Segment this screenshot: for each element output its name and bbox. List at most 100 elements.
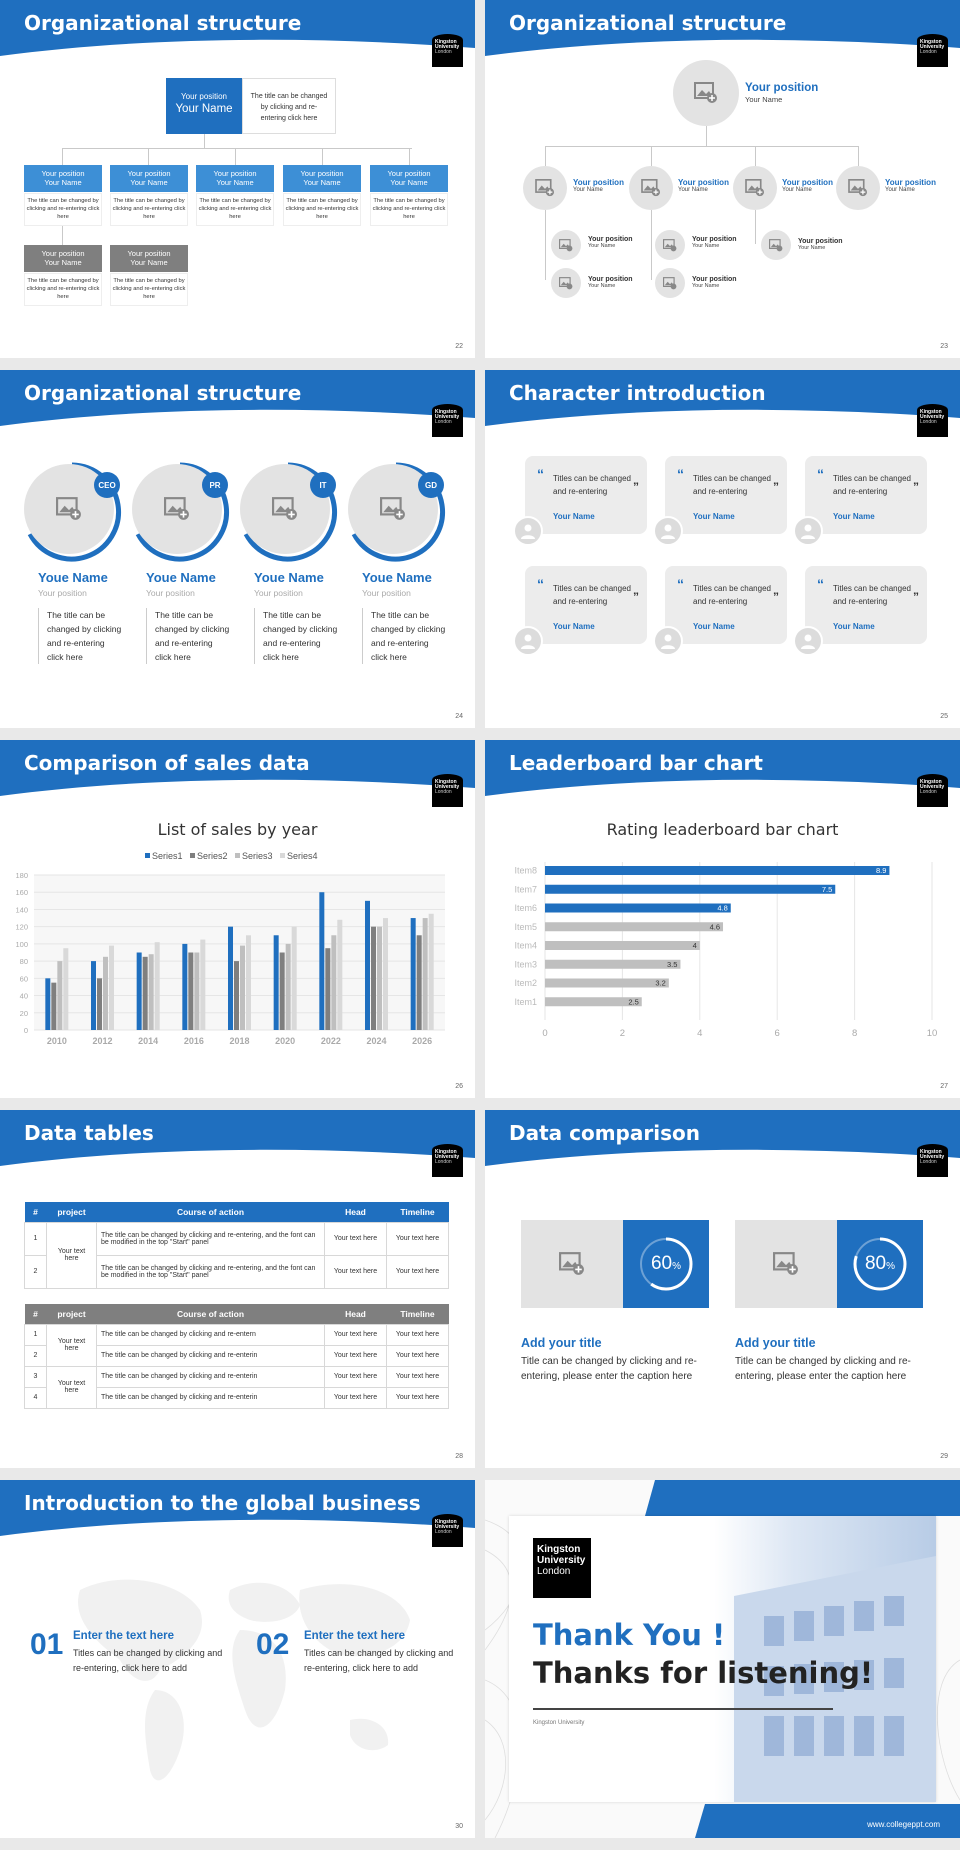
image-placeholder[interactable] (551, 230, 581, 260)
slide-global-business[interactable]: Introduction to the global business King… (0, 1480, 475, 1838)
x-tick-label: 2018 (229, 1036, 249, 1046)
page-number: 23 (940, 343, 948, 350)
y-tick-label: 100 (15, 940, 28, 949)
image-placeholder[interactable] (733, 166, 777, 210)
slide-org-structure-1[interactable]: Organizational structure Kingston Univers… (0, 0, 475, 358)
image-placeholder[interactable] (655, 268, 685, 298)
avatar (793, 516, 823, 546)
image-placeholder[interactable] (836, 166, 880, 210)
slide-title: Character introduction (509, 381, 766, 405)
slide-data-comparison[interactable]: Data comparison Kingston University London… (485, 1110, 960, 1468)
x-tick-label: 2 (620, 1028, 625, 1039)
bar-series1-2024 (365, 900, 370, 1030)
user-icon (521, 634, 535, 649)
bar-item6 (545, 903, 731, 913)
image-placeholder[interactable] (735, 1220, 837, 1308)
page-number: 29 (940, 1453, 948, 1460)
top-position-box[interactable]: Your position Your Name (166, 78, 242, 134)
item-number: 01 (30, 1628, 64, 1661)
header-banner (485, 740, 960, 796)
connector-line (858, 146, 859, 166)
member-position: Your position (146, 588, 195, 598)
data-label: 4.8 (717, 904, 727, 913)
slide-sales-comparison[interactable]: Comparison of sales data Kingston Univers… (0, 740, 475, 1098)
table-row: 4 The title can be changed by clicking a… (24, 1386, 449, 1409)
page-number: 26 (455, 1083, 463, 1090)
bar-series1-2026 (410, 918, 416, 1030)
item-heading: Enter the text here (304, 1630, 405, 1642)
quote-close-icon: ” (633, 590, 639, 604)
image-icon (559, 1252, 584, 1275)
legend-label: Series1 (152, 851, 183, 861)
connector-line (545, 146, 858, 147)
image-placeholder[interactable] (551, 268, 581, 298)
user-icon (801, 524, 815, 539)
table-header: Head (345, 1206, 366, 1217)
bar-series3-2024 (377, 926, 382, 1030)
slide-title: Comparison of sales data (24, 751, 310, 775)
position-box[interactable]: Your position Your Name (110, 165, 188, 192)
image-placeholder[interactable] (523, 166, 567, 210)
card-name: Your Name (693, 512, 735, 521)
image-placeholder[interactable] (673, 60, 739, 126)
quote-text: Titles can be changed and re-entering (553, 474, 631, 496)
bar-series2-2016 (188, 952, 194, 1030)
position-box[interactable]: Your position Your Name (24, 165, 102, 192)
table-header: Timeline (400, 1308, 435, 1319)
position-box[interactable]: Your position Your Name (283, 165, 361, 192)
y-tick-label: 60 (20, 974, 28, 983)
position-box[interactable]: Your position Your Name (110, 245, 188, 272)
chart-title: Rating leaderboard bar chart (606, 820, 839, 839)
y-tick-label: 160 (15, 888, 28, 897)
x-tick-label: 2010 (47, 1036, 67, 1046)
university-logo-large: Kingston University London (533, 1538, 591, 1598)
bar-series4-2020 (291, 926, 297, 1030)
card-name: Your Name (553, 512, 595, 521)
image-placeholder[interactable] (655, 230, 685, 260)
image-icon (559, 276, 573, 289)
data-label: 4 (693, 941, 697, 950)
image-placeholder[interactable] (629, 166, 673, 210)
x-tick-label: 2014 (138, 1036, 158, 1046)
position-box[interactable]: Your position Your Name (370, 165, 448, 192)
x-tick-label: 8 (852, 1028, 857, 1039)
image-icon (272, 497, 297, 520)
position-box[interactable]: Your position Your Name (196, 165, 274, 192)
legend-swatch (145, 853, 150, 858)
table-header: project (57, 1308, 86, 1319)
position-description: The title can be changed by clicking and… (196, 193, 274, 226)
position-box[interactable]: Your position Your Name (24, 245, 102, 272)
slide-data-tables[interactable]: Data tables Kingston University London # p… (0, 1110, 475, 1468)
connector-line (148, 148, 149, 165)
bar-series3-2010 (57, 961, 63, 1030)
member-label: Your position Your Name (692, 276, 737, 289)
slide-thank-you[interactable]: Kingston University London Thank You ! T… (485, 1480, 960, 1838)
quote-close-icon: ” (913, 590, 919, 604)
member-position: Your position (254, 588, 303, 598)
slide-leaderboard[interactable]: Leaderboard bar chart Kingston University… (485, 740, 960, 1098)
slide-character-intro[interactable]: Character introduction Kingston Universit… (485, 370, 960, 728)
y-tick-label: Item4 (514, 941, 537, 951)
connector-line (755, 210, 756, 244)
quote-open-icon: “ (817, 576, 824, 592)
page-number: 24 (455, 713, 463, 720)
member-desc: The title can be changed by clicking and… (146, 608, 230, 664)
image-placeholder[interactable] (761, 230, 791, 260)
position-description: The title can be changed by clicking and… (370, 193, 448, 226)
data-label: 4.6 (710, 922, 720, 931)
image-placeholder[interactable] (521, 1220, 623, 1308)
bar-series2-2012 (97, 978, 102, 1030)
data-table-1: # project Course of action Head Timeline… (24, 1202, 449, 1289)
website-link[interactable]: www.collegeppt.com (867, 1820, 940, 1829)
position-description: The title can be changed by clicking and… (110, 273, 188, 306)
quote-close-icon: ” (773, 590, 779, 604)
user-icon (661, 634, 675, 649)
bar-series1-2012 (91, 961, 96, 1030)
position-description: The title can be changed by clicking and… (283, 193, 361, 226)
connector-line (62, 148, 63, 165)
table-row: 1 Your text here The title can be change… (24, 1323, 449, 1367)
slide-org-structure-3[interactable]: Organizational structure Kingston Univers… (0, 370, 475, 728)
bar-item5 (545, 922, 724, 932)
item-number: 02 (256, 1628, 290, 1661)
slide-org-structure-2[interactable]: Organizational structure Kingston Univers… (485, 0, 960, 358)
